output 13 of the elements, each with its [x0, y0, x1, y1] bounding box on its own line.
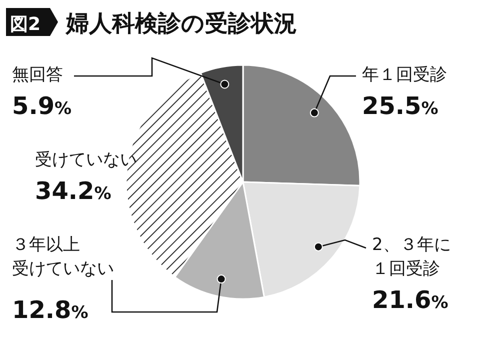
slice-label: 年１回受診	[362, 65, 447, 85]
chart-title: 婦人科検診の受診状況	[65, 11, 297, 37]
slice-label: 無回答	[12, 65, 63, 85]
caption: 図2	[10, 14, 41, 35]
data-label: 21.6%	[372, 286, 448, 314]
slice-label: 受けていない	[35, 150, 137, 170]
slice-label: ３年以上受けていない	[12, 235, 114, 279]
data-label: 25.5%	[362, 92, 438, 120]
data-label: 5.9%	[12, 92, 72, 120]
data-label: 34.2%	[35, 177, 112, 205]
data-label: 12.8%	[12, 296, 88, 324]
badge: 図2	[6, 8, 58, 36]
slice-label: 2、３年に１回受診	[372, 235, 451, 279]
